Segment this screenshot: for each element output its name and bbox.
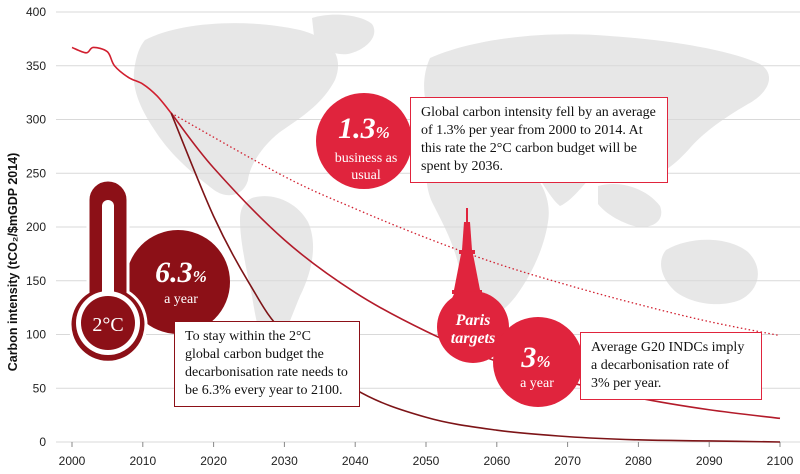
y-tick-label: 0 [39, 435, 46, 449]
x-tick-label: 2060 [483, 454, 510, 468]
x-tick-label: 2020 [200, 454, 227, 468]
y-tick-label: 250 [26, 166, 46, 180]
paris-rate-value: 3 [520, 341, 536, 374]
y-tick-label: 350 [26, 59, 46, 73]
two-degree-rate-value: 6.3 [155, 256, 193, 289]
paris-label-line1: Paris [455, 312, 491, 329]
thermometer-icon: 2°C [68, 178, 148, 364]
x-tick-label: 2080 [625, 454, 652, 468]
bau-rate-unit: % [376, 123, 390, 142]
two-degree-note: To stay within the 2°C global carbon bud… [174, 321, 360, 407]
y-tick-label: 400 [26, 5, 46, 19]
svg-text:6.3%: 6.3% [155, 256, 207, 289]
series-line-historical [71, 46, 172, 114]
paris-rate-sub: a year [520, 376, 554, 391]
svg-text:3%: 3% [520, 341, 550, 374]
two-degree-rate-unit: % [193, 267, 207, 286]
y-tick-label: 300 [26, 113, 46, 127]
two-degree-rate-sub: a year [164, 292, 198, 307]
y-tick-label: 200 [26, 220, 46, 234]
y-axis-title: Carbon intensity (tCO₂/$mGDP 2014) [6, 153, 20, 372]
series-line-two-degree [170, 112, 781, 443]
bau-label-line1: business as [335, 151, 398, 166]
x-tick-label: 2050 [413, 454, 440, 468]
thermometer-label: 2°C [92, 314, 123, 336]
bau-note: Global carbon intensity fell by an avera… [410, 97, 668, 183]
axis-ticks: 0 50 100 150 200 250 300 350 400 2000 2010 2020 2030… [26, 5, 794, 468]
paris-label-line2: targets [451, 330, 495, 347]
x-tick-label: 2010 [129, 454, 156, 468]
x-tick-label: 2070 [554, 454, 581, 468]
paris-note: Average G20 INDCs imply a decarbonisatio… [580, 332, 762, 400]
y-tick-label: 50 [33, 381, 47, 395]
bau-rate-value: 1.3 [338, 112, 376, 145]
paris-rate-unit: % [536, 352, 550, 371]
paris-circle: Paris targets [437, 291, 509, 363]
two-degree-circle: 6.3% a year [126, 230, 230, 334]
x-tick-label: 2030 [271, 454, 298, 468]
x-tick-label: 2100 [767, 454, 794, 468]
svg-text:1.3%: 1.3% [338, 112, 390, 145]
paris-rate-circle: 3% a year [493, 317, 583, 407]
x-tick-label: 2000 [59, 454, 86, 468]
bau-label-line2: usual [351, 168, 381, 183]
x-tick-label: 2040 [342, 454, 369, 468]
y-tick-label: 100 [26, 328, 46, 342]
x-tick-label: 2090 [696, 454, 723, 468]
bau-circle: 1.3% business as usual [316, 93, 412, 189]
y-tick-label: 150 [26, 274, 46, 288]
